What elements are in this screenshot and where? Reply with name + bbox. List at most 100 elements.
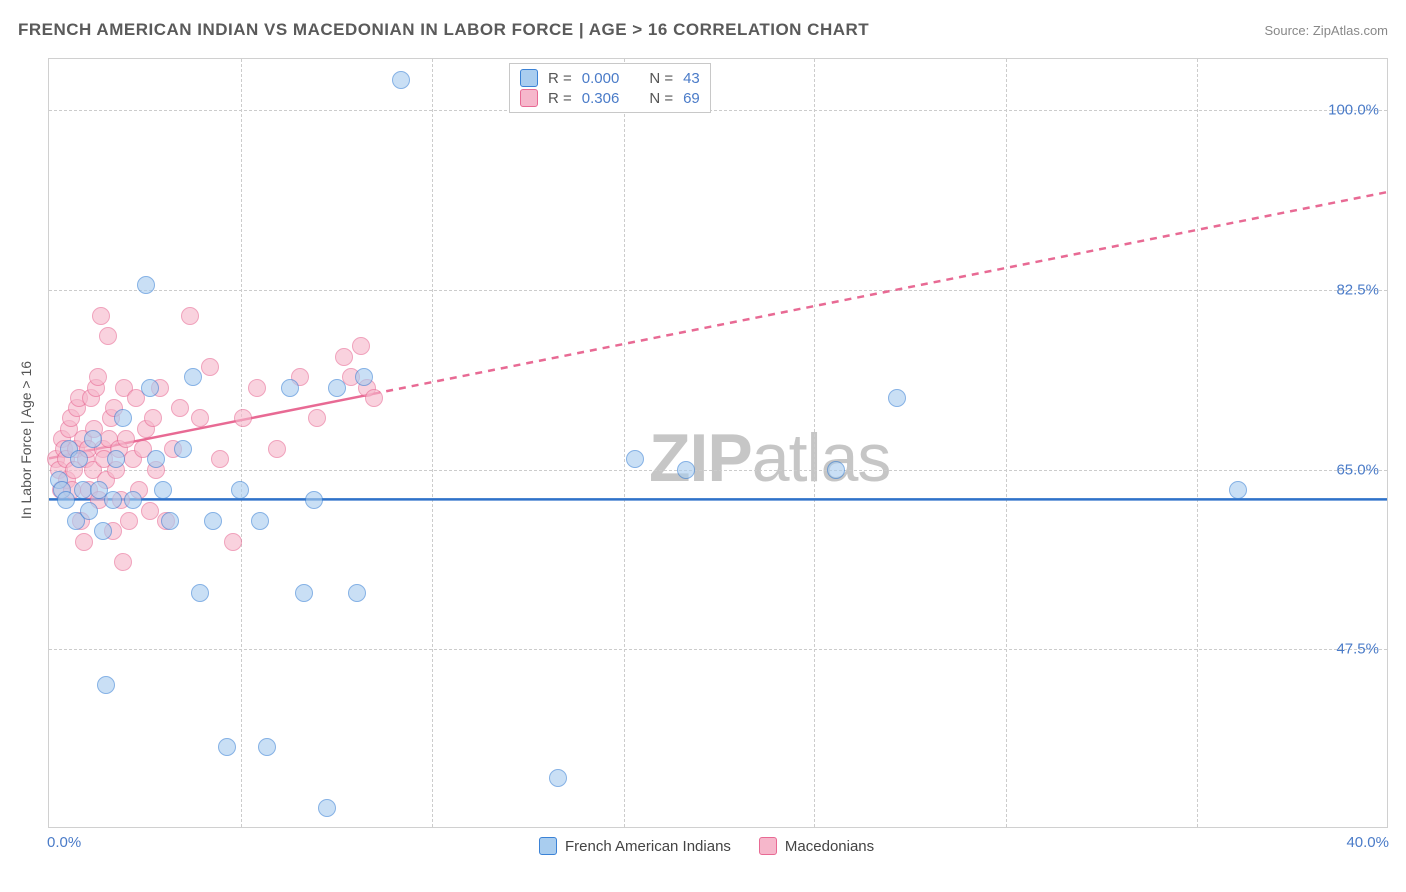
- point-macedonians: [248, 379, 266, 397]
- point-macedonians: [117, 430, 135, 448]
- point-macedonians: [114, 553, 132, 571]
- point-french-american-indians: [1229, 481, 1247, 499]
- trendline-dashed: [373, 192, 1387, 394]
- chart-title: FRENCH AMERICAN INDIAN VS MACEDONIAN IN …: [18, 20, 869, 40]
- n-value: 69: [683, 90, 700, 107]
- point-french-american-indians: [97, 676, 115, 694]
- point-french-american-indians: [328, 379, 346, 397]
- point-french-american-indians: [888, 389, 906, 407]
- plot-area: ZIPatlas R =0.000N =43R =0.306N =69 Fren…: [48, 58, 1388, 828]
- source-label: Source: ZipAtlas.com: [1264, 23, 1388, 38]
- x-min-label: 0.0%: [47, 834, 81, 851]
- point-french-american-indians: [124, 491, 142, 509]
- legend-swatch: [520, 89, 538, 107]
- point-french-american-indians: [281, 379, 299, 397]
- series-legend: French American Indians Macedonians: [539, 837, 874, 855]
- point-french-american-indians: [70, 450, 88, 468]
- y-tick-label: 65.0%: [1336, 461, 1379, 478]
- point-french-american-indians: [549, 769, 567, 787]
- point-macedonians: [352, 337, 370, 355]
- gridline-h: [49, 649, 1387, 650]
- y-tick-label: 47.5%: [1336, 641, 1379, 658]
- point-french-american-indians: [174, 440, 192, 458]
- point-french-american-indians: [84, 430, 102, 448]
- point-macedonians: [75, 533, 93, 551]
- point-french-american-indians: [57, 491, 75, 509]
- point-macedonians: [171, 399, 189, 417]
- n-label: N =: [649, 90, 673, 107]
- point-french-american-indians: [74, 481, 92, 499]
- r-label: R =: [548, 90, 572, 107]
- legend-swatch: [520, 69, 538, 87]
- r-label: R =: [548, 70, 572, 87]
- gridline-v: [432, 59, 433, 827]
- point-french-american-indians: [154, 481, 172, 499]
- point-french-american-indians: [137, 276, 155, 294]
- point-macedonians: [365, 389, 383, 407]
- point-french-american-indians: [141, 379, 159, 397]
- point-french-american-indians: [318, 799, 336, 817]
- point-macedonians: [201, 358, 219, 376]
- point-french-american-indians: [348, 584, 366, 602]
- legend-swatch: [759, 837, 777, 855]
- gridline-h: [49, 290, 1387, 291]
- point-macedonians: [211, 450, 229, 468]
- legend-item: Macedonians: [759, 837, 874, 855]
- point-french-american-indians: [258, 738, 276, 756]
- r-value: 0.000: [582, 70, 620, 87]
- point-french-american-indians: [218, 738, 236, 756]
- n-label: N =: [649, 70, 673, 87]
- point-macedonians: [141, 502, 159, 520]
- gridline-h: [49, 110, 1387, 111]
- legend-label: French American Indians: [565, 838, 731, 855]
- correlation-legend: R = 0.000 N = 43 R = 0.306 N = 69: [509, 63, 711, 113]
- point-macedonians: [120, 512, 138, 530]
- point-french-american-indians: [94, 522, 112, 540]
- point-french-american-indians: [392, 71, 410, 89]
- y-tick-label: 100.0%: [1328, 102, 1379, 119]
- point-macedonians: [89, 368, 107, 386]
- point-french-american-indians: [161, 512, 179, 530]
- point-macedonians: [335, 348, 353, 366]
- r-value: 0.306: [582, 90, 620, 107]
- chart-container: FRENCH AMERICAN INDIAN VS MACEDONIAN IN …: [0, 0, 1406, 892]
- watermark: ZIPatlas: [649, 419, 890, 497]
- x-max-label: 40.0%: [1346, 834, 1389, 851]
- n-value: 43: [683, 70, 700, 87]
- y-tick-label: 82.5%: [1336, 282, 1379, 299]
- point-macedonians: [234, 409, 252, 427]
- point-macedonians: [308, 409, 326, 427]
- point-macedonians: [144, 409, 162, 427]
- point-french-american-indians: [184, 368, 202, 386]
- gridline-h: [49, 470, 1387, 471]
- point-macedonians: [191, 409, 209, 427]
- point-french-american-indians: [827, 461, 845, 479]
- gridline-v: [1006, 59, 1007, 827]
- gridline-v: [814, 59, 815, 827]
- gridline-v: [1197, 59, 1198, 827]
- legend-swatch: [539, 837, 557, 855]
- point-french-american-indians: [147, 450, 165, 468]
- legend-row: R = 0.000 N = 43: [520, 68, 700, 88]
- point-macedonians: [181, 307, 199, 325]
- point-french-american-indians: [114, 409, 132, 427]
- legend-row: R = 0.306 N = 69: [520, 88, 700, 108]
- point-french-american-indians: [626, 450, 644, 468]
- point-french-american-indians: [305, 491, 323, 509]
- point-macedonians: [92, 307, 110, 325]
- y-axis-label: In Labor Force | Age > 16: [18, 361, 34, 519]
- header: FRENCH AMERICAN INDIAN VS MACEDONIAN IN …: [18, 20, 1388, 40]
- point-macedonians: [268, 440, 286, 458]
- point-french-american-indians: [104, 491, 122, 509]
- point-french-american-indians: [231, 481, 249, 499]
- gridline-v: [241, 59, 242, 827]
- point-french-american-indians: [191, 584, 209, 602]
- point-macedonians: [99, 327, 117, 345]
- point-macedonians: [224, 533, 242, 551]
- point-french-american-indians: [295, 584, 313, 602]
- point-french-american-indians: [355, 368, 373, 386]
- point-french-american-indians: [204, 512, 222, 530]
- gridline-v: [624, 59, 625, 827]
- legend-label: Macedonians: [785, 838, 874, 855]
- watermark-atlas: atlas: [752, 420, 891, 496]
